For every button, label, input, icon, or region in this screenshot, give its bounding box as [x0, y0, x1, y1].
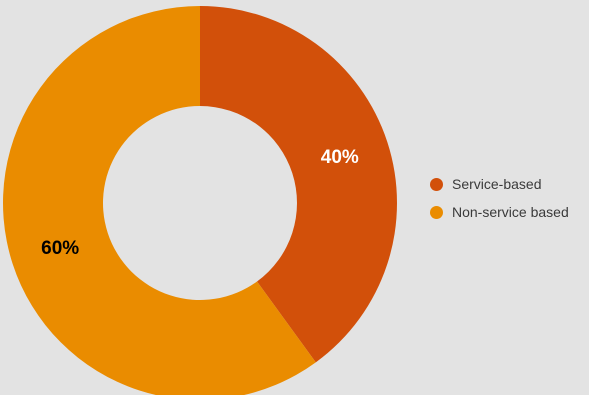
- donut-chart: 40% 60%: [3, 6, 397, 395]
- legend-item-service-based[interactable]: Service-based: [430, 174, 589, 194]
- legend: Service-based Non-service based: [430, 174, 589, 230]
- legend-label-non-service-based: Non-service based: [452, 204, 569, 220]
- legend-label-service-based: Service-based: [452, 176, 542, 192]
- legend-swatch-service-based: [430, 177, 443, 191]
- legend-swatch-non-service-based: [430, 205, 443, 219]
- slice-label-non-service-based: 60%: [41, 238, 79, 259]
- legend-item-non-service-based[interactable]: Non-service based: [430, 202, 589, 222]
- slice-non-service-based[interactable]: [3, 6, 316, 395]
- slice-label-service-based: 40%: [321, 147, 359, 168]
- slice-service-based[interactable]: [200, 6, 397, 363]
